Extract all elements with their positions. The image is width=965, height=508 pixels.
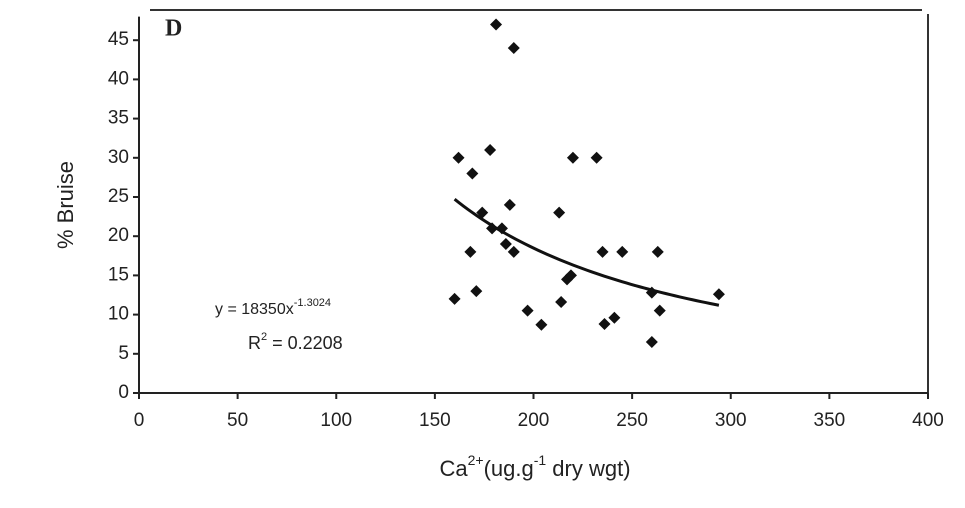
point	[564, 269, 577, 282]
x-label-text: (ug.g	[484, 456, 534, 481]
y-axis-label: % Bruise	[53, 161, 78, 249]
x-label-text: Ca	[439, 456, 468, 481]
point	[645, 336, 658, 349]
point	[616, 245, 629, 258]
point	[470, 285, 483, 298]
point	[448, 292, 461, 305]
point	[598, 318, 611, 331]
y-tick-label: 5	[118, 343, 129, 364]
point	[590, 151, 603, 164]
point	[476, 206, 489, 219]
point	[490, 18, 503, 31]
annotation-superscript: 2	[261, 331, 267, 343]
x-tick-label: 300	[715, 410, 747, 431]
point	[499, 238, 512, 251]
point	[507, 42, 520, 55]
y-tick-label: 0	[118, 382, 129, 403]
point	[645, 286, 658, 299]
equation: y = 18350x-1.3024	[215, 297, 331, 318]
y-tick-label: 30	[108, 147, 129, 168]
point	[553, 206, 566, 219]
point	[452, 151, 465, 164]
x-label-superscript: 2+	[468, 452, 484, 468]
point	[712, 288, 725, 301]
x-tick-label: 100	[320, 410, 352, 431]
y-tick-label: 25	[108, 186, 129, 207]
panel-label: D	[165, 16, 182, 42]
x-tick-label: 400	[912, 410, 944, 431]
x-tick-label: 0	[134, 410, 145, 431]
point	[495, 222, 508, 235]
annotation-tail: = 0.2208	[267, 333, 343, 353]
x-tick-label: 150	[419, 410, 451, 431]
y-tick-label: 40	[108, 68, 129, 89]
y-tick-label: 20	[108, 225, 129, 246]
y-tick-label: 35	[108, 108, 129, 129]
x-label-superscript: -1	[534, 452, 547, 468]
point	[484, 143, 497, 156]
r-squared: R2 = 0.2208	[248, 331, 343, 353]
y-tick-label: 15	[108, 264, 129, 285]
point	[651, 245, 664, 258]
point	[653, 304, 666, 317]
point	[555, 296, 568, 309]
x-axis-label: Ca2+(ug.g-1 dry wgt)	[439, 452, 630, 481]
y-tick-label: 10	[108, 304, 129, 325]
x-tick-label: 250	[616, 410, 648, 431]
point	[608, 311, 621, 324]
trendline	[453, 198, 720, 307]
point	[507, 245, 520, 258]
point	[486, 222, 499, 235]
annotation-superscript: -1.3024	[294, 297, 331, 309]
point	[566, 151, 579, 164]
point	[535, 318, 548, 331]
x-tick-label: 50	[227, 410, 248, 431]
annotation-text: R	[248, 333, 261, 353]
x-tick-label: 200	[518, 410, 550, 431]
annotation-text: y = 18350x	[215, 301, 294, 318]
point	[521, 304, 534, 317]
y-tick-label: 45	[108, 29, 129, 50]
point	[503, 198, 516, 211]
x-tick-label: 350	[814, 410, 846, 431]
x-label-text: dry wgt)	[546, 456, 630, 481]
point	[596, 245, 609, 258]
point	[464, 245, 477, 258]
point	[466, 167, 479, 180]
